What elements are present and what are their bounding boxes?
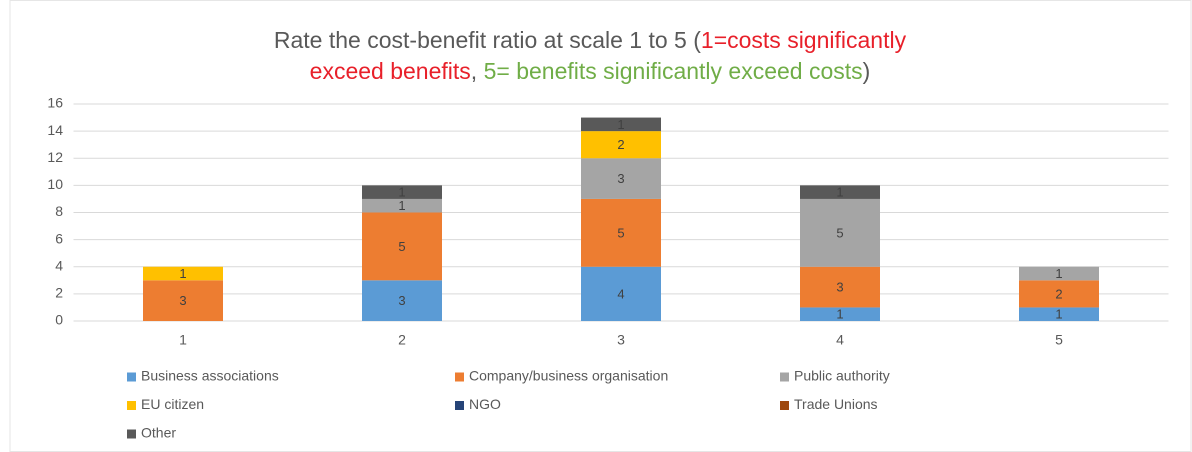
title-segment: , bbox=[471, 58, 484, 84]
data-label: 3 bbox=[179, 293, 186, 308]
data-label: 3 bbox=[398, 293, 405, 308]
data-label: 2 bbox=[617, 137, 624, 152]
legend-label: EU citizen bbox=[141, 396, 204, 412]
legend-swatch bbox=[127, 372, 136, 382]
bar-segment bbox=[581, 158, 661, 199]
y-tick-label: 4 bbox=[55, 257, 63, 273]
title-segment: ) bbox=[863, 58, 871, 84]
data-label: 1 bbox=[179, 266, 186, 281]
title-segment: Rate the cost-benefit ratio at scale 1 t… bbox=[274, 27, 701, 53]
legend-label: Trade Unions bbox=[794, 396, 878, 412]
y-tick-label: 0 bbox=[55, 312, 63, 328]
bar-segment bbox=[581, 198, 661, 267]
data-label: 1 bbox=[836, 185, 843, 200]
title-segment: 1=costs significantly bbox=[701, 27, 907, 53]
y-tick-label: 16 bbox=[47, 95, 63, 111]
bar-segment bbox=[1019, 280, 1099, 308]
data-label: 1 bbox=[836, 307, 843, 322]
data-label: 5 bbox=[617, 225, 624, 240]
x-tick-label: 2 bbox=[398, 332, 406, 348]
y-tick-label: 6 bbox=[55, 230, 63, 246]
bar-segment bbox=[581, 131, 661, 159]
legend-label: Public authority bbox=[794, 368, 890, 384]
data-label: 5 bbox=[398, 239, 405, 254]
bar-segment bbox=[581, 266, 661, 321]
data-label: 1 bbox=[617, 117, 624, 132]
legend-swatch bbox=[780, 401, 789, 410]
y-tick-label: 10 bbox=[47, 176, 63, 192]
x-tick-label: 5 bbox=[1055, 332, 1063, 348]
bar-segment bbox=[143, 266, 223, 281]
data-label: 2 bbox=[1055, 286, 1062, 301]
bar-segment bbox=[800, 198, 880, 267]
bar-segment bbox=[1019, 266, 1099, 281]
bar-segment bbox=[362, 280, 442, 321]
data-label: 1 bbox=[398, 185, 405, 200]
title-segment: exceed benefits bbox=[310, 58, 471, 84]
legend-swatch bbox=[127, 429, 136, 439]
x-tick-label: 3 bbox=[617, 332, 625, 348]
legend-swatch bbox=[127, 401, 136, 410]
legend-label: NGO bbox=[469, 396, 501, 412]
data-label: 3 bbox=[836, 280, 843, 295]
bar-segment bbox=[800, 266, 880, 308]
legend-label: Company/business organisation bbox=[469, 368, 668, 384]
data-label: 5 bbox=[836, 225, 843, 240]
y-tick-label: 8 bbox=[55, 203, 63, 219]
x-tick-label: 1 bbox=[179, 332, 187, 348]
bar-segment bbox=[1019, 307, 1099, 321]
bar-segment bbox=[581, 117, 661, 132]
bar-segment bbox=[362, 198, 442, 213]
data-label: 1 bbox=[398, 198, 405, 213]
chart-title: exceed benefits, 5= benefits significant… bbox=[310, 58, 871, 84]
data-label: 4 bbox=[617, 286, 624, 301]
bar-segment bbox=[362, 185, 442, 199]
legend-swatch bbox=[780, 372, 789, 382]
data-label: 1 bbox=[1055, 307, 1062, 322]
legend-swatch bbox=[455, 401, 464, 410]
bar-segment bbox=[362, 212, 442, 281]
bar-segment bbox=[800, 307, 880, 321]
data-label: 3 bbox=[617, 171, 624, 186]
bar-segment bbox=[800, 185, 880, 199]
legend-label: Business associations bbox=[141, 368, 279, 384]
chart-title: Rate the cost-benefit ratio at scale 1 t… bbox=[274, 27, 907, 53]
x-tick-label: 4 bbox=[836, 332, 844, 348]
y-tick-label: 12 bbox=[47, 149, 63, 165]
title-segment: 5= benefits significantly exceed costs bbox=[484, 58, 863, 84]
legend-swatch bbox=[455, 372, 464, 382]
data-label: 1 bbox=[1055, 266, 1062, 281]
bar-segment bbox=[143, 280, 223, 321]
y-tick-label: 14 bbox=[47, 122, 63, 138]
y-tick-label: 2 bbox=[55, 285, 63, 301]
legend-label: Other bbox=[141, 425, 176, 441]
